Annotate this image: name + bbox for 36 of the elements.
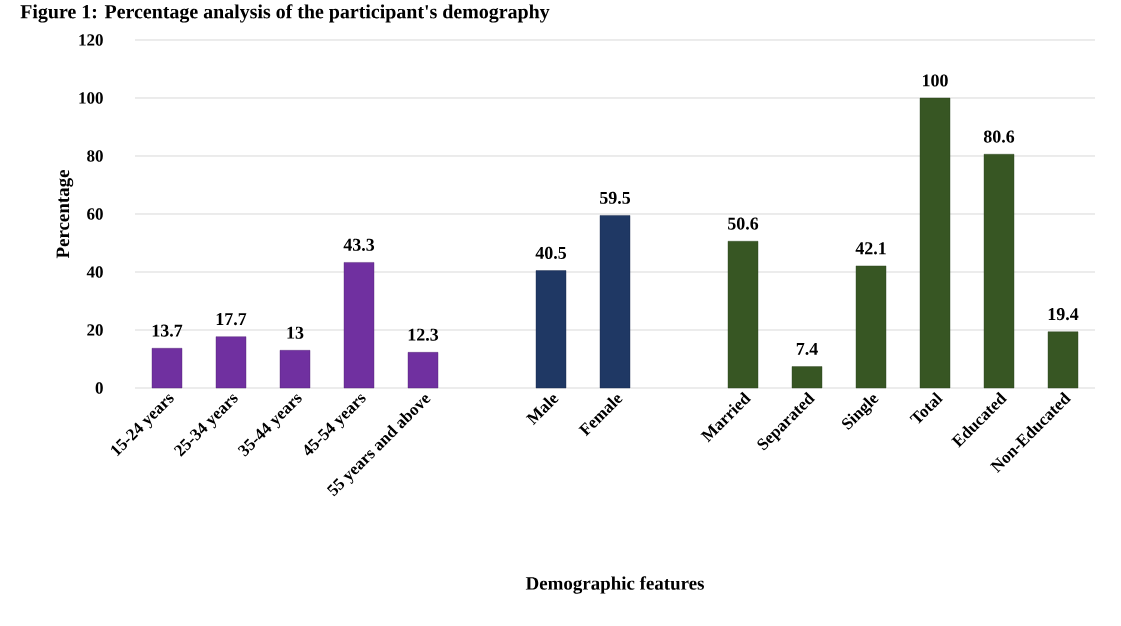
data-label: 13 bbox=[287, 326, 304, 339]
bar bbox=[279, 350, 311, 389]
bar bbox=[919, 97, 951, 389]
bar bbox=[791, 366, 823, 389]
data-label: 40.5 bbox=[535, 246, 567, 260]
bar bbox=[599, 215, 631, 389]
y-axis-title: Percentage bbox=[56, 169, 74, 259]
y-tick-label: 40 bbox=[86, 266, 103, 278]
y-tick-label: 0 bbox=[95, 382, 103, 394]
y-tick-label: 120 bbox=[79, 34, 103, 46]
bar bbox=[407, 352, 439, 389]
bar bbox=[855, 265, 887, 389]
bar bbox=[535, 270, 567, 389]
data-label: 19.4 bbox=[1048, 308, 1079, 321]
chart-title: Figure 1: Percentage analysis of the participant's demography bbox=[20, 4, 550, 23]
bar bbox=[727, 241, 759, 389]
data-label: 13.7 bbox=[152, 324, 183, 337]
bar bbox=[215, 336, 247, 389]
y-tick-label: 60 bbox=[87, 208, 103, 220]
bar bbox=[1047, 331, 1079, 389]
data-label: 100 bbox=[923, 74, 948, 87]
y-tick-label: 80 bbox=[87, 150, 103, 162]
data-label: 43.3 bbox=[343, 238, 375, 251]
data-label: 80.6 bbox=[983, 130, 1015, 143]
data-label: 12.3 bbox=[408, 328, 439, 341]
y-tick-label: 20 bbox=[87, 324, 103, 336]
x-axis-title: Demographic features bbox=[525, 576, 705, 594]
data-label: 50.6 bbox=[728, 217, 759, 230]
data-label: 7.4 bbox=[796, 342, 818, 356]
data-label: 17.7 bbox=[216, 313, 247, 326]
data-label: 59.5 bbox=[600, 191, 631, 204]
y-tick-label: 100 bbox=[79, 92, 103, 104]
bar bbox=[983, 154, 1015, 389]
data-label: 42.1 bbox=[855, 242, 886, 255]
bar bbox=[151, 348, 183, 389]
bar bbox=[343, 262, 375, 389]
